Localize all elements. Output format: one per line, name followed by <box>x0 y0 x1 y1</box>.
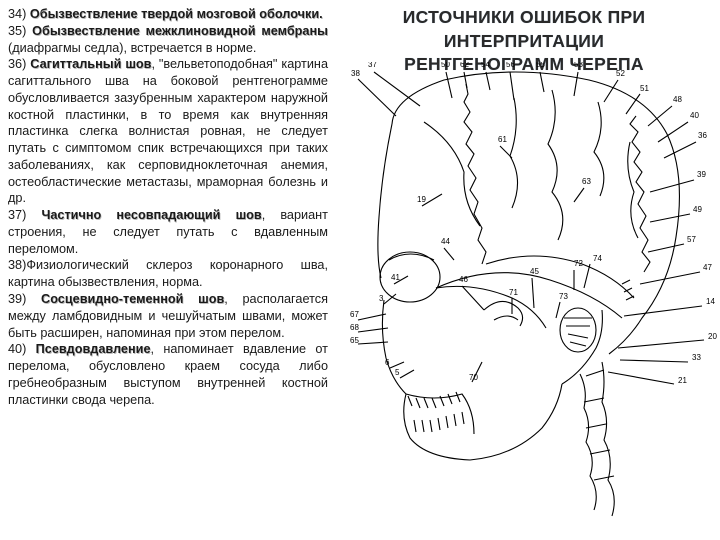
anatomy-label: 46 <box>459 275 468 284</box>
anatomy-label: 57 <box>687 235 696 244</box>
txt: 36) <box>8 57 30 71</box>
anatomy-label: 70 <box>469 373 478 382</box>
txt: 37) <box>8 208 41 222</box>
anatomy-label: 44 <box>441 237 450 246</box>
anatomy-label: 14 <box>706 297 715 306</box>
anatomy-label: 39 <box>697 170 706 179</box>
txt: , "вельветоподобная" картина сагиттально… <box>8 57 328 205</box>
anatomy-label: 3 <box>379 294 384 303</box>
anatomy-label: 67 <box>350 310 359 319</box>
txt: (диафрагмы седла), встречается в норме. <box>8 41 256 55</box>
anatomy-label: 19 <box>417 195 426 204</box>
anatomy-label: 47 <box>703 263 712 272</box>
txt: 34) <box>8 7 30 21</box>
anatomy-label: 49 <box>693 205 702 214</box>
anatomy-label: 40 <box>690 111 699 120</box>
anatomy-label: 74 <box>593 254 602 263</box>
anatomy-label: 38 <box>351 69 360 78</box>
anatomy-label: 5 <box>395 368 400 377</box>
anatomy-label: 56 <box>506 62 515 69</box>
anatomy-label: 65 <box>350 336 359 345</box>
anatomy-label: 50 <box>441 62 450 69</box>
term: Частично несовпадающий шов <box>41 208 261 222</box>
title-line: ИСТОЧНИКИ ОШИБОК ПРИ ИНТЕРПРИТАЦИИ <box>403 7 646 51</box>
anatomy-label: 45 <box>530 267 539 276</box>
anatomy-label: 68 <box>350 323 359 332</box>
anatomy-label: 61 <box>498 135 507 144</box>
anatomy-label: 53 <box>574 62 583 69</box>
term: Обызвествление твердой мозговой оболочки… <box>30 7 323 21</box>
term: Псевдовдавление <box>36 342 151 356</box>
anatomy-label: 73 <box>559 292 568 301</box>
anatomy-label: 62 <box>460 62 469 69</box>
anatomy-label: 51 <box>640 84 649 93</box>
anatomy-label: 36 <box>698 131 707 140</box>
anatomy-label: 52 <box>616 69 625 78</box>
skull-diagram: 3837506254565553525148403639495747142033… <box>334 62 718 540</box>
anatomy-label: 55 <box>536 62 545 69</box>
anatomy-label: 33 <box>692 353 701 362</box>
anatomy-label: 71 <box>509 288 518 297</box>
anatomy-label: 6 <box>385 358 390 367</box>
txt: 39) <box>8 292 41 306</box>
anatomy-label: 72 <box>574 259 583 268</box>
term: Сосцевидно-теменной шов <box>41 292 224 306</box>
anatomy-label: 63 <box>582 177 591 186</box>
anatomy-label: 54 <box>481 62 490 69</box>
anatomy-label: 37 <box>368 62 377 69</box>
txt: 35) <box>8 24 32 38</box>
anatomy-label: 41 <box>391 273 400 282</box>
body-text: 34) Обызвествление твердой мозговой обол… <box>8 6 328 408</box>
term: Обызвествление межклиновидной мембраны <box>32 24 328 38</box>
txt: 40) <box>8 342 36 356</box>
anatomy-label: 20 <box>708 332 717 341</box>
anatomy-label: 48 <box>673 95 682 104</box>
txt: 38)Физиологический склероз коронарного ш… <box>8 258 328 289</box>
term: Сагиттальный шов <box>30 57 151 71</box>
anatomy-label: 21 <box>678 376 687 385</box>
